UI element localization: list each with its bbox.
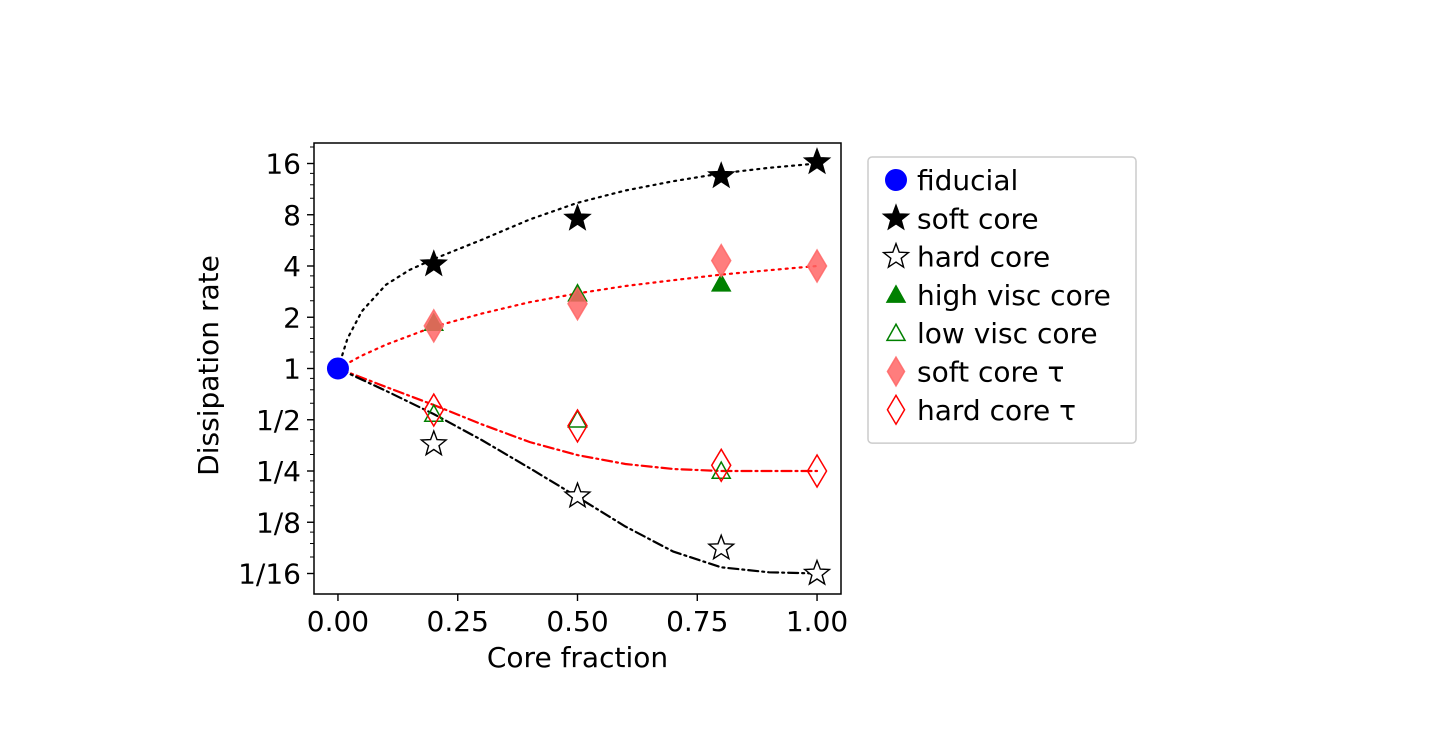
fit-lines: [336, 162, 819, 575]
marker-soft-core--0: [423, 308, 445, 344]
marker-soft-core-3: [802, 147, 832, 175]
x-tick-label-4: 1.00: [786, 605, 848, 638]
marker-hard-core--2: [710, 447, 732, 483]
y-axis-label: Dissipation rate: [192, 255, 225, 476]
legend-label-1: soft core: [917, 202, 1039, 235]
marker-hard-core--1: [567, 408, 588, 444]
legend-label-3: high visc core: [917, 279, 1111, 312]
fit-line-1: [336, 264, 819, 370]
legend: fiducial soft core hard core high visc core…: [867, 156, 1137, 444]
marker-soft-core--3: [806, 248, 828, 284]
data-markers: [326, 147, 832, 586]
marker-hard-core--3: [806, 453, 828, 489]
marker-fiducial-0: [326, 357, 349, 380]
legend-marker-6: [886, 393, 906, 426]
legend-label-6: hard core τ: [917, 394, 1076, 427]
legend-label-2: hard core: [917, 241, 1050, 274]
marker-soft-core-1: [563, 203, 592, 231]
fit-line-2: [336, 367, 819, 473]
legend-label-5: soft core τ: [917, 356, 1064, 389]
y-tick-label-8: 1/16: [238, 558, 301, 591]
marker-hard-core--0: [423, 392, 445, 428]
x-tick-label-1: 0.25: [427, 605, 489, 638]
legend-box: [867, 156, 1137, 444]
legend-marker-4: [885, 322, 907, 342]
legend-marker-3: [885, 284, 907, 303]
x-axis-label: Core fraction: [487, 641, 668, 674]
marker-hard-core-2: [707, 533, 736, 561]
y-tick-label-6: 1/4: [256, 455, 301, 488]
y-tick-label-4: 1: [283, 353, 301, 386]
marker-soft-core-0: [419, 249, 448, 277]
marker-soft-core-2: [707, 161, 736, 189]
x-tick-label-3: 0.75: [666, 605, 728, 638]
marker-low-visc-core-0: [423, 403, 445, 423]
y-tick-label-1: 8: [283, 199, 301, 232]
axis-ticks: 0.00 0.25 0.50 0.75 1.00 16 8 4 2 1 1/2 1/4 1/8 1/16: [238, 146, 848, 638]
legend-label-4: low visc core: [917, 317, 1098, 350]
marker-low-visc-core-2: [710, 460, 732, 479]
y-tick-label-2: 4: [283, 250, 301, 283]
legend-marker-2: [881, 241, 911, 269]
marker-hard-core-3: [802, 558, 832, 586]
fit-line-3: [336, 367, 819, 575]
marker-high-visc-core-2: [710, 273, 732, 292]
x-tick-label-0: 0.00: [307, 605, 369, 638]
fit-line-0: [336, 162, 819, 370]
marker-soft-core--2: [710, 243, 732, 279]
y-tick-label-5: 1/2: [256, 404, 301, 437]
legend-marker-1: [881, 203, 911, 231]
legend-label-0: fiducial: [917, 164, 1018, 197]
y-tick-label-7: 1/8: [256, 506, 301, 539]
legend-marker-5: [886, 355, 906, 388]
y-tick-label-3: 2: [283, 301, 301, 334]
y-tick-label-0: 16: [265, 148, 301, 181]
legend-marker-0: [885, 169, 907, 191]
marker-low-visc-core-1: [567, 409, 588, 428]
marker-hard-core-1: [563, 481, 592, 509]
marker-hard-core-0: [419, 428, 448, 457]
marker-soft-core--1: [567, 286, 588, 322]
x-tick-label-2: 0.50: [546, 605, 608, 638]
